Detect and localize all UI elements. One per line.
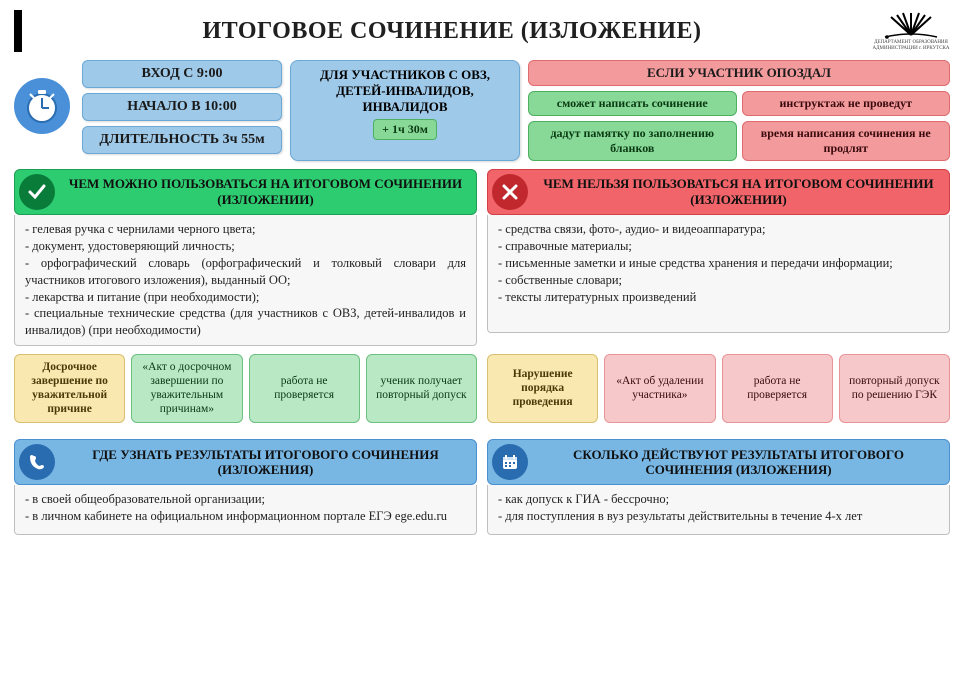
check-icon [19, 174, 55, 210]
logo-caption: ДЕПАРТАМЕНТ ОБРАЗОВАНИЯ АДМИНИСТРАЦИИ г.… [872, 40, 950, 51]
late-block: ЕСЛИ УЧАСТНИК ОПОЗДАЛ сможет написать со… [528, 60, 950, 161]
violation-1: Нарушение порядка проведения [487, 354, 598, 423]
book-logo-icon [881, 11, 941, 39]
early-1: Досрочное завершение по уважительной при… [14, 354, 125, 423]
early-chips: Досрочное завершение по уважительной при… [14, 354, 477, 423]
results-where-body: - в своей общеобразовательной организаци… [14, 485, 477, 535]
late-cant-2: время написания сочинения не продлят [742, 121, 951, 161]
results-valid-header: СКОЛЬКО ДЕЙСТВУЮТ РЕЗУЛЬТАТЫ ИТОГОВОГО С… [487, 439, 950, 485]
forbidden-header: ЧЕМ НЕЛЬЗЯ ПОЛЬЗОВАТЬСЯ НА ИТОГОВОМ СОЧИ… [487, 169, 950, 215]
early-4: ученик получает повторный допуск [366, 354, 477, 423]
allowed-body: - гелевая ручка с чернилами черного цвет… [14, 215, 477, 346]
forbidden-section: ЧЕМ НЕЛЬЗЯ ПОЛЬЗОВАТЬСЯ НА ИТОГОВОМ СОЧИ… [487, 169, 950, 346]
results-valid-header-text: СКОЛЬКО ДЕЙСТВУЮТ РЕЗУЛЬТАТЫ ИТОГОВОГО С… [536, 447, 941, 478]
allowed-forbidden-row: ЧЕМ МОЖНО ПОЛЬЗОВАТЬСЯ НА ИТОГОВОМ СОЧИН… [14, 169, 950, 346]
cross-icon [492, 174, 528, 210]
allowed-section: ЧЕМ МОЖНО ПОЛЬЗОВАТЬСЯ НА ИТОГОВОМ СОЧИН… [14, 169, 477, 346]
results-where-header-text: ГДЕ УЗНАТЬ РЕЗУЛЬТАТЫ ИТОГОВОГО СОЧИНЕНИ… [63, 447, 468, 478]
ovz-extra: + 1ч 30м [373, 119, 437, 140]
late-can-1: сможет написать сочинение [528, 91, 737, 116]
late-header: ЕСЛИ УЧАСТНИК ОПОЗДАЛ [528, 60, 950, 86]
ovz-box: ДЛЯ УЧАСТНИКОВ С ОВЗ, ДЕТЕЙ-ИНВАЛИДОВ, И… [290, 60, 520, 161]
results-row: ГДЕ УЗНАТЬ РЕЗУЛЬТАТЫ ИТОГОВОГО СОЧИНЕНИ… [14, 439, 950, 535]
calendar-icon [492, 444, 528, 480]
early-2: «Акт о досрочном завершении по уважитель… [131, 354, 242, 423]
results-where-header: ГДЕ УЗНАТЬ РЕЗУЛЬТАТЫ ИТОГОВОГО СОЧИНЕНИ… [14, 439, 477, 485]
violation-2: «Акт об удалении участника» [604, 354, 715, 423]
violation-chips: Нарушение порядка проведения «Акт об уда… [487, 354, 950, 423]
late-can-2: дадут памятку по заполнению бланков [528, 121, 737, 161]
black-mark [14, 10, 22, 52]
forbidden-body: - средства связи, фото-, аудио- и видеоа… [487, 215, 950, 333]
page-title: ИТОГОВОЕ СОЧИНЕНИЕ (ИЗЛОЖЕНИЕ) [32, 18, 872, 45]
ovz-text: ДЛЯ УЧАСТНИКОВ С ОВЗ, ДЕТЕЙ-ИНВАЛИДОВ, И… [301, 67, 509, 115]
start-chip: НАЧАЛО В 10:00 [82, 93, 282, 121]
results-valid-body: - как допуск к ГИА - бессрочно; - для по… [487, 485, 950, 535]
phone-icon [19, 444, 55, 480]
results-valid-section: СКОЛЬКО ДЕЙСТВУЮТ РЕЗУЛЬТАТЫ ИТОГОВОГО С… [487, 439, 950, 535]
late-cant-1: инструктаж не проведут [742, 91, 951, 116]
row-timing: ВХОД С 9:00 НАЧАЛО В 10:00 ДЛИТЕЛЬНОСТЬ … [14, 60, 950, 161]
early-3: работа не проверяется [249, 354, 360, 423]
entry-chip: ВХОД С 9:00 [82, 60, 282, 88]
violation-4: повторный допуск по решению ГЭК [839, 354, 950, 423]
outcome-row: Досрочное завершение по уважительной при… [14, 354, 950, 431]
logo: ДЕПАРТАМЕНТ ОБРАЗОВАНИЯ АДМИНИСТРАЦИИ г.… [872, 11, 950, 51]
timing-stack: ВХОД С 9:00 НАЧАЛО В 10:00 ДЛИТЕЛЬНОСТЬ … [82, 60, 282, 161]
clock-icon [14, 78, 70, 134]
duration-chip: ДЛИТЕЛЬНОСТЬ 3ч 55м [82, 126, 282, 154]
forbidden-header-text: ЧЕМ НЕЛЬЗЯ ПОЛЬЗОВАТЬСЯ НА ИТОГОВОМ СОЧИ… [536, 176, 941, 207]
violation-3: работа не проверяется [722, 354, 833, 423]
allowed-header-text: ЧЕМ МОЖНО ПОЛЬЗОВАТЬСЯ НА ИТОГОВОМ СОЧИН… [63, 176, 468, 207]
allowed-header: ЧЕМ МОЖНО ПОЛЬЗОВАТЬСЯ НА ИТОГОВОМ СОЧИН… [14, 169, 477, 215]
title-bar: ИТОГОВОЕ СОЧИНЕНИЕ (ИЗЛОЖЕНИЕ) ДЕПАРТАМЕ… [14, 10, 950, 52]
results-where-section: ГДЕ УЗНАТЬ РЕЗУЛЬТАТЫ ИТОГОВОГО СОЧИНЕНИ… [14, 439, 477, 535]
